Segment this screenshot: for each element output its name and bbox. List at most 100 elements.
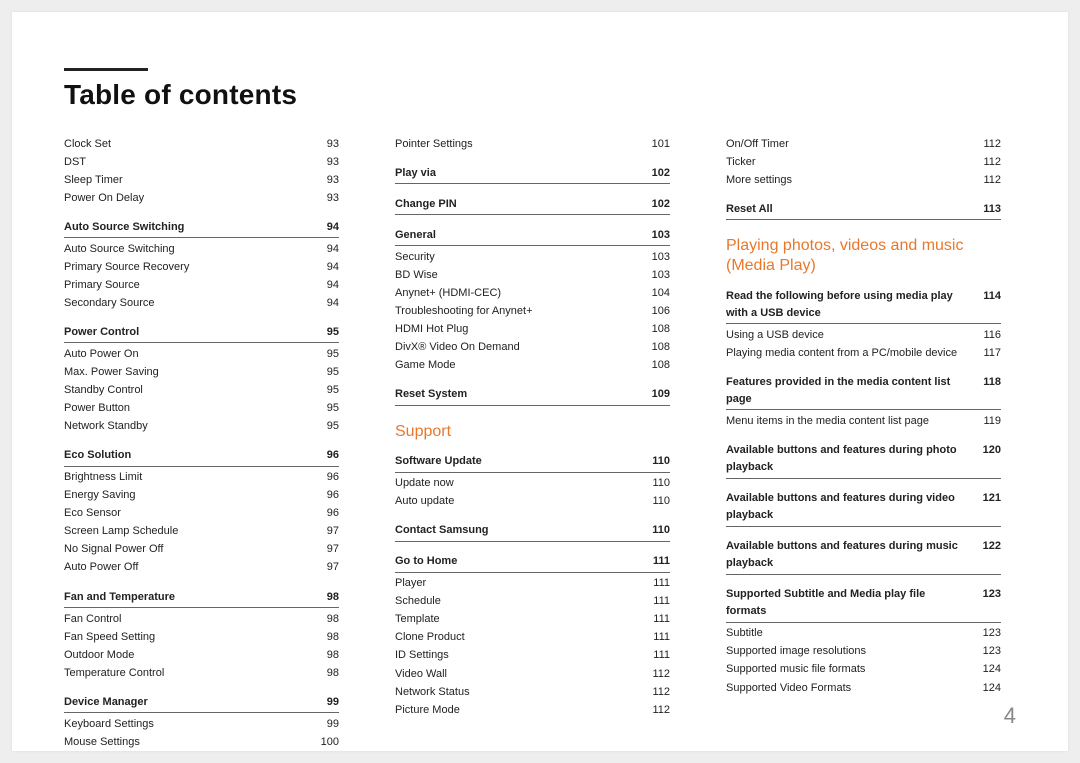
toc-row[interactable]: On/Off Timer112: [726, 135, 1001, 153]
toc-page: 112: [644, 666, 670, 683]
toc-row[interactable]: Update now110: [395, 475, 670, 493]
toc-row[interactable]: DivX® Video On Demand108: [395, 338, 670, 356]
toc-group-head[interactable]: Eco Solution96: [64, 446, 339, 467]
toc-row[interactable]: ID Settings111: [395, 647, 670, 665]
toc-group-head[interactable]: Available buttons and features during mu…: [726, 537, 1001, 575]
toc-row[interactable]: Power Button95: [64, 400, 339, 418]
toc-group: Contact Samsung110: [395, 521, 670, 542]
toc-row[interactable]: Troubleshooting for Anynet+106: [395, 302, 670, 320]
toc-row[interactable]: Temperature Control98: [64, 664, 339, 682]
toc-label: Eco Sensor: [64, 505, 313, 522]
toc-row[interactable]: DST93: [64, 153, 339, 171]
toc-row[interactable]: Playing media content from a PC/mobile d…: [726, 344, 1001, 362]
toc-page: 101: [644, 136, 670, 153]
toc-row[interactable]: Keyboard Settings99: [64, 715, 339, 733]
toc-group-page: 111: [644, 553, 670, 570]
toc-row[interactable]: Brightness Limit96: [64, 469, 339, 487]
toc-label: ID Settings: [395, 647, 644, 664]
toc-group-head[interactable]: Available buttons and features during vi…: [726, 489, 1001, 527]
toc-group-label: Available buttons and features during vi…: [726, 490, 975, 524]
toc-row[interactable]: Eco Sensor96: [64, 505, 339, 523]
toc-row[interactable]: Supported image resolutions123: [726, 643, 1001, 661]
toc-group-head[interactable]: General103: [395, 225, 670, 246]
toc-group-head[interactable]: Read the following before using media pl…: [726, 286, 1001, 324]
toc-row[interactable]: Secondary Source94: [64, 294, 339, 312]
toc-label: Template: [395, 611, 644, 628]
toc-row[interactable]: Template111: [395, 611, 670, 629]
toc-row[interactable]: BD Wise103: [395, 266, 670, 284]
toc-row[interactable]: Power On Delay93: [64, 189, 339, 207]
toc-label: Secondary Source: [64, 295, 313, 312]
toc-row[interactable]: Auto Source Switching94: [64, 240, 339, 258]
toc-group-head[interactable]: Software Update110: [395, 452, 670, 473]
toc-row[interactable]: Mouse Settings100: [64, 733, 339, 751]
toc-group-head[interactable]: Power Control95: [64, 322, 339, 343]
toc-page: 112: [644, 684, 670, 701]
toc-row[interactable]: Auto Power On95: [64, 345, 339, 363]
toc-group-head[interactable]: Available buttons and features during ph…: [726, 441, 1001, 479]
toc-group-head[interactable]: Auto Source Switching94: [64, 217, 339, 238]
toc-page: 110: [644, 493, 670, 510]
toc-label: Power Button: [64, 400, 313, 417]
toc-row[interactable]: Energy Saving96: [64, 487, 339, 505]
toc-row[interactable]: Video Wall112: [395, 665, 670, 683]
toc-label: More settings: [726, 172, 975, 189]
toc-row[interactable]: Auto Power Off97: [64, 559, 339, 577]
toc-row[interactable]: Standby Control95: [64, 382, 339, 400]
toc-row[interactable]: Fan Speed Setting98: [64, 628, 339, 646]
toc-row[interactable]: Player111: [395, 575, 670, 593]
toc-group: Go to Home111 Player111Schedule111Templat…: [395, 552, 670, 719]
toc-group-head[interactable]: Fan and Temperature98: [64, 587, 339, 608]
toc-row[interactable]: Fan Control98: [64, 610, 339, 628]
toc-row[interactable]: Supported Video Formats124: [726, 679, 1001, 697]
toc-row[interactable]: Network Standby95: [64, 418, 339, 436]
toc-label: Sleep Timer: [64, 172, 313, 189]
toc-group: Available buttons and features during ph…: [726, 441, 1001, 479]
toc-label: Troubleshooting for Anynet+: [395, 303, 644, 320]
toc-group-head[interactable]: Play via102: [395, 163, 670, 184]
toc-row[interactable]: Picture Mode112: [395, 701, 670, 719]
toc-row[interactable]: Clock Set93: [64, 135, 339, 153]
toc-group-head[interactable]: Features provided in the media content l…: [726, 372, 1001, 410]
toc-group-head[interactable]: Device Manager99: [64, 692, 339, 713]
toc-group: Read the following before using media pl…: [726, 286, 1001, 362]
toc-group-head[interactable]: Reset All113: [726, 199, 1001, 220]
toc-row[interactable]: More settings112: [726, 171, 1001, 189]
toc-row[interactable]: Schedule111: [395, 593, 670, 611]
toc-page: 100: [313, 734, 339, 751]
toc-row[interactable]: Supported music file formats124: [726, 661, 1001, 679]
toc-group-head[interactable]: Reset System109: [395, 385, 670, 406]
toc-row[interactable]: Clone Product111: [395, 629, 670, 647]
toc-row[interactable]: Max. Power Saving95: [64, 364, 339, 382]
toc-row[interactable]: Primary Source94: [64, 276, 339, 294]
toc-row[interactable]: Security103: [395, 248, 670, 266]
toc-group: General103 Security103BD Wise103Anynet+ (…: [395, 225, 670, 374]
toc-group: Reset All113: [726, 199, 1001, 220]
toc-group-head[interactable]: Change PIN102: [395, 194, 670, 215]
title-rule: [64, 68, 148, 71]
toc-row[interactable]: Using a USB device116: [726, 326, 1001, 344]
toc-row[interactable]: Outdoor Mode98: [64, 646, 339, 664]
toc-row[interactable]: Pointer Settings101: [395, 135, 670, 153]
toc-row[interactable]: Ticker112: [726, 153, 1001, 171]
toc-row[interactable]: Network Status112: [395, 683, 670, 701]
toc-row[interactable]: Anynet+ (HDMI-CEC)104: [395, 284, 670, 302]
toc-group-head[interactable]: Go to Home111: [395, 552, 670, 573]
toc-row[interactable]: HDMI Hot Plug108: [395, 320, 670, 338]
toc-row[interactable]: Sleep Timer93: [64, 171, 339, 189]
toc-row[interactable]: Game Mode108: [395, 356, 670, 374]
toc-group-head[interactable]: Supported Subtitle and Media play file f…: [726, 585, 1001, 623]
toc-row[interactable]: Primary Source Recovery94: [64, 258, 339, 276]
toc-row[interactable]: Auto update110: [395, 493, 670, 511]
toc-label: Auto Power Off: [64, 559, 313, 576]
toc-section-title: Support: [395, 422, 670, 442]
toc-row[interactable]: Subtitle123: [726, 625, 1001, 643]
toc-row[interactable]: Menu items in the media content list pag…: [726, 412, 1001, 430]
page-number: 4: [1004, 703, 1016, 729]
toc-page: 95: [313, 364, 339, 381]
toc-group-head[interactable]: Contact Samsung110: [395, 521, 670, 542]
toc-row[interactable]: No Signal Power Off97: [64, 541, 339, 559]
toc-group: Software Update110 Update now110Auto upda…: [395, 452, 670, 511]
toc-row[interactable]: Screen Lamp Schedule97: [64, 523, 339, 541]
toc-page: 123: [975, 625, 1001, 642]
